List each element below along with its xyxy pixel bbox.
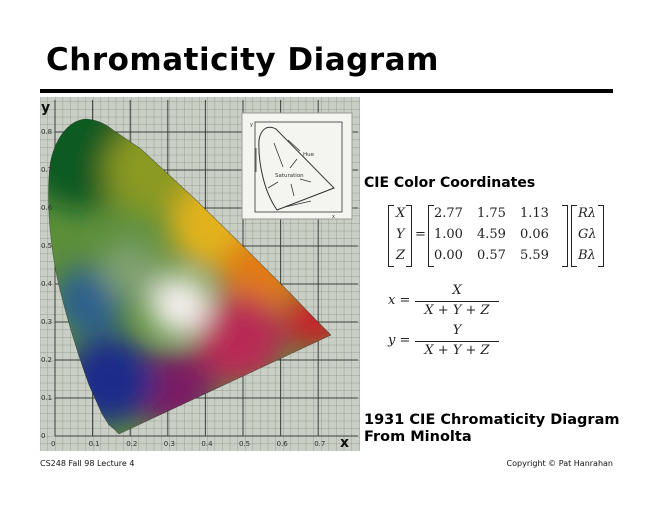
x-axis-label: x xyxy=(340,435,349,451)
matrix-cell: 1.13 xyxy=(520,206,549,221)
equals-sign: = xyxy=(415,227,426,242)
formula-x: x = X X + Y + Z xyxy=(388,283,508,323)
matrix-cell: 0.06 xyxy=(520,227,549,242)
y-tick-label: 0 xyxy=(41,432,45,440)
formula-x-numerator: X xyxy=(452,283,462,298)
formula-y-denominator: X + Y + Z xyxy=(424,343,490,358)
footer-course: CS248 Fall 98 Lecture 4 xyxy=(40,459,135,468)
lhs-x: X xyxy=(396,206,406,221)
y-tick-label: 0.1 xyxy=(41,394,52,402)
chromaticity-diagram-photo: 0 0.1 0.2 0.3 0.4 0.5 0.6 0.7 0 0.1 0.2 0.3 0.4 0.5 0… xyxy=(40,97,360,451)
x-tick-label: 0.5 xyxy=(239,440,250,448)
y-tick-label: 0.6 xyxy=(41,204,53,212)
rhs-b: Bλ xyxy=(578,248,596,263)
matrix-cell: 1.00 xyxy=(434,227,463,242)
rhs-g: Gλ xyxy=(578,227,597,242)
x-tick-label: 0.2 xyxy=(126,440,137,448)
y-tick-label: 0.4 xyxy=(41,280,53,288)
y-tick-label: 0.8 xyxy=(41,128,52,136)
y-tick-label: 0.3 xyxy=(41,318,52,326)
matrix-cell: 4.59 xyxy=(477,227,506,242)
matrix-cell: 5.59 xyxy=(520,248,549,263)
matrix-cell: 0.00 xyxy=(434,248,463,263)
inset-y-label: y xyxy=(250,122,253,128)
y-axis-label: y xyxy=(41,100,50,116)
x-tick-label: 0.3 xyxy=(164,440,175,448)
footer-copyright: Copyright © Pat Hanrahan xyxy=(506,459,613,468)
formula-y-numerator: Y xyxy=(452,323,462,338)
lhs-z: Z xyxy=(396,248,406,263)
formula-x-lhs: x = xyxy=(388,293,411,308)
x-tick-label: 0.7 xyxy=(314,440,325,448)
x-tick-label: 0.6 xyxy=(277,440,289,448)
x-tick-label: 0 xyxy=(51,440,55,448)
title-divider xyxy=(40,89,613,93)
formula-y: y = Y X + Y + Z xyxy=(388,323,508,363)
y-tick-label: 0.2 xyxy=(41,356,52,364)
x-tick-label: 0.1 xyxy=(89,440,100,448)
matrix-cell: 0.57 xyxy=(477,248,506,263)
inset-saturation-label: Saturation xyxy=(275,173,304,179)
y-tick-label: 0.7 xyxy=(41,166,52,174)
inset-diagram: y x Hue Saturation xyxy=(241,112,353,220)
slide-title: Chromaticity Diagram xyxy=(46,42,439,78)
cie-matrix-equation: X Y Z = 2.77 1.75 1.13 1.00 4.59 0.06 0.00 0.57… xyxy=(388,203,604,269)
formula-x-denominator: X + Y + Z xyxy=(424,303,490,318)
matrix-cell: 2.77 xyxy=(434,206,463,221)
inset-hue-label: Hue xyxy=(303,152,315,158)
lhs-y: Y xyxy=(396,227,405,242)
section-heading: CIE Color Coordinates xyxy=(364,175,536,191)
caption-line-2: From Minolta xyxy=(364,429,472,445)
rhs-r: Rλ xyxy=(578,206,597,221)
caption-line-1: 1931 CIE Chromaticity Diagram xyxy=(364,412,620,428)
inset-x-label: x xyxy=(332,214,335,220)
x-tick-label: 0.4 xyxy=(201,440,213,448)
formula-y-lhs: y = xyxy=(388,333,411,348)
y-tick-label: 0.5 xyxy=(41,242,52,250)
matrix-cell: 1.75 xyxy=(477,206,506,221)
